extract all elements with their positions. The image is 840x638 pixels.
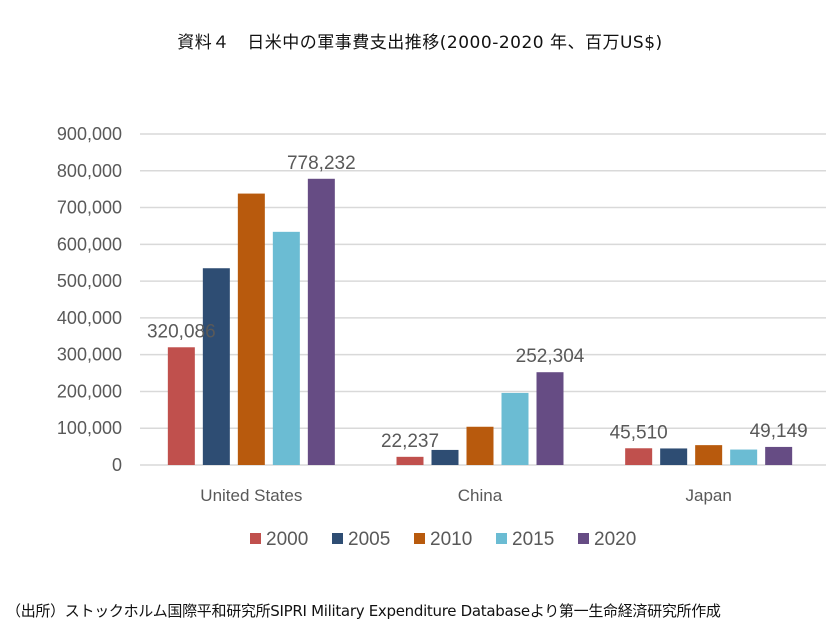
bar-2000-united-states	[167, 347, 195, 465]
y-tick-label: 600,000	[57, 234, 122, 254]
x-category-label: United States	[200, 486, 302, 505]
bar-2010-united-states	[237, 193, 265, 465]
legend-swatch-2015	[496, 533, 507, 544]
bar-2015-china	[501, 392, 529, 465]
bar-2000-china	[396, 456, 424, 465]
legend-label-2010: 2010	[430, 529, 472, 550]
bar-2005-united-states	[202, 268, 230, 465]
bar-2010-japan	[695, 445, 723, 465]
source-note: （出所）ストックホルム国際平和研究所SIPRI Military Expendi…	[6, 602, 721, 620]
y-tick-label: 800,000	[57, 161, 122, 181]
y-tick-label: 900,000	[57, 124, 122, 144]
data-label: 252,304	[516, 346, 585, 367]
legend-label-2000: 2000	[266, 529, 308, 550]
bar-2020-japan	[765, 446, 793, 465]
legend-label-2005: 2005	[348, 529, 390, 550]
legend-swatch-2000	[250, 533, 261, 544]
y-tick-label: 400,000	[57, 308, 122, 328]
legend-swatch-2020	[578, 533, 589, 544]
bar-2015-united-states	[272, 231, 300, 465]
y-tick-label: 0	[112, 455, 122, 475]
data-label: 45,510	[610, 422, 668, 443]
bar-2000-japan	[625, 448, 653, 465]
y-axis-ticks: 0 100,000 200,000 300,000 400,000 500,000 600,…	[57, 124, 122, 475]
legend-swatch-2005	[332, 533, 343, 544]
legend-label-2015: 2015	[512, 529, 554, 550]
bar-2010-china	[466, 426, 494, 465]
bar-2005-china	[431, 449, 459, 465]
bar-2015-japan	[730, 449, 758, 465]
data-label: 49,149	[750, 421, 808, 442]
bars	[167, 178, 793, 465]
data-label: 778,232	[287, 153, 356, 174]
chart-title: 資料４ 日米中の軍事費支出推移(2000-2020 年、百万US$)	[177, 33, 663, 53]
data-label: 320,086	[147, 321, 216, 342]
legend-label-2020: 2020	[594, 529, 636, 550]
x-category-label: China	[458, 486, 503, 505]
bar-2005-japan	[660, 448, 688, 465]
bar-2020-united-states	[307, 178, 335, 465]
y-tick-label: 700,000	[57, 198, 122, 218]
bar-2020-china	[536, 372, 564, 465]
legend: 2000 2005 2010 2015 2020	[250, 529, 636, 550]
legend-swatch-2010	[414, 533, 425, 544]
data-labels: 320,086 778,232 22,237 252,304 45,510 49,149	[147, 153, 808, 452]
y-tick-label: 300,000	[57, 345, 122, 365]
x-axis-labels: United States China Japan	[200, 486, 732, 505]
y-tick-label: 200,000	[57, 381, 122, 401]
x-category-label: Japan	[686, 486, 732, 505]
y-tick-label: 500,000	[57, 271, 122, 291]
y-tick-label: 100,000	[57, 418, 122, 438]
data-label: 22,237	[381, 431, 439, 452]
